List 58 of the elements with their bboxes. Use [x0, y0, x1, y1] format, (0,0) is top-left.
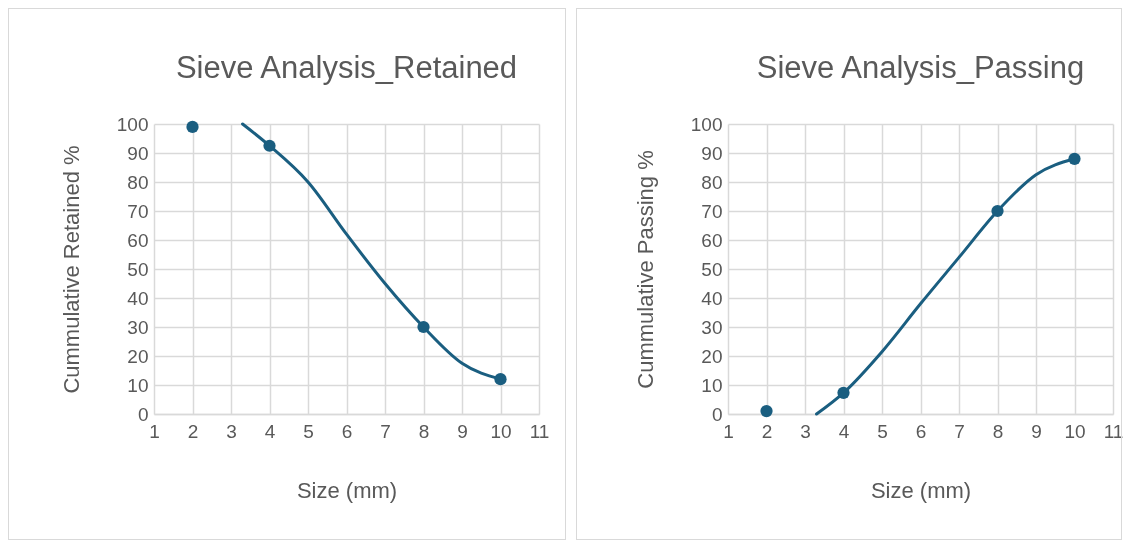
y-tick-label: 30 [701, 316, 723, 338]
x-tick-label: 2 [761, 420, 773, 442]
x-tick-label: 8 [418, 420, 430, 442]
point [186, 120, 199, 134]
point [494, 373, 507, 386]
point [263, 139, 276, 152]
x-tick-label: 6 [915, 420, 927, 442]
x-tick-label: 3 [800, 420, 811, 442]
x-tick-label: 8 [992, 420, 1004, 442]
y-tick-label: 80 [127, 171, 149, 193]
point [417, 320, 430, 334]
chart-title: Sieve Analysis_Passing [756, 50, 1085, 85]
y-tick-label: 40 [701, 287, 723, 309]
point [991, 204, 1004, 218]
x-tick-label: 10 [490, 420, 512, 442]
y-tick-label: 50 [701, 258, 723, 280]
y-tick-label: 70 [127, 200, 149, 222]
x-tick-label: 11 [1103, 420, 1124, 442]
y-tick-label: 30 [127, 316, 149, 338]
point [760, 404, 773, 418]
x-tick-label: 5 [303, 420, 314, 442]
x-tick-label: 3 [226, 420, 237, 442]
x-tick-label: 10 [1064, 420, 1086, 442]
y-tick-label: 20 [127, 345, 149, 367]
x-tick-label: 2 [187, 420, 199, 442]
y-tick-label: 70 [701, 200, 723, 222]
y-tick-label: 60 [701, 229, 723, 251]
x-tick-label: 9 [457, 420, 468, 442]
x-tick-label: 4 [838, 420, 850, 442]
x-tick-label: 1 [723, 420, 734, 442]
y-axis-title: Cummulative Passing % [632, 150, 658, 389]
x-tick-label: 7 [954, 420, 965, 442]
point [837, 386, 850, 399]
x-axis-title: Size (mm) [870, 477, 972, 503]
y-tick-label: 20 [701, 345, 723, 367]
x-tick-label: 6 [341, 420, 353, 442]
y-tick-label: 0 [137, 403, 149, 425]
y-tick-label: 100 [116, 113, 149, 135]
x-tick-label: 1 [149, 420, 160, 442]
y-tick-label: 50 [127, 258, 149, 280]
y-tick-label: 90 [127, 142, 149, 164]
y-tick-label: 100 [690, 113, 723, 135]
y-axis-title: Cummulative Retained % [58, 145, 84, 394]
x-axis-title: Size (mm) [296, 477, 398, 503]
chart-title: Sieve Analysis_Retained [175, 50, 518, 85]
x-tick-label: 9 [1031, 420, 1042, 442]
y-tick-label: 80 [701, 171, 723, 193]
point [1068, 152, 1081, 165]
y-tick-label: 90 [701, 142, 723, 164]
x-tick-label: 11 [529, 420, 550, 442]
y-tick-label: 10 [701, 374, 723, 396]
y-tick-label: 40 [127, 287, 149, 309]
y-tick-label: 0 [711, 403, 723, 425]
x-tick-label: 4 [264, 420, 276, 442]
y-tick-label: 60 [127, 229, 149, 251]
x-tick-label: 7 [380, 420, 391, 442]
y-tick-label: 10 [127, 374, 149, 396]
x-tick-label: 5 [877, 420, 888, 442]
